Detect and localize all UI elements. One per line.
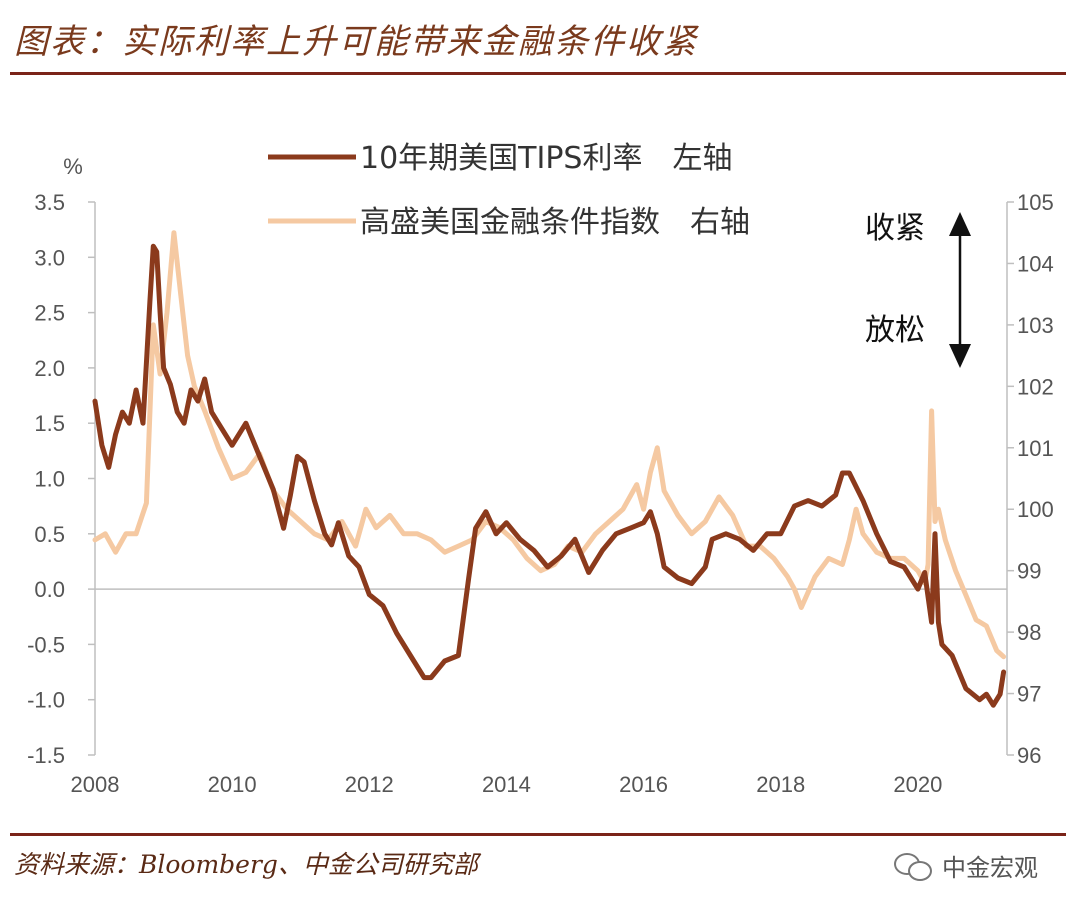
top-divider: [10, 72, 1066, 75]
x-tick-label: 2008: [71, 772, 120, 797]
left-axis-unit: %: [63, 154, 83, 179]
right-tick-label: 97: [1017, 682, 1041, 707]
right-tick-label: 103: [1017, 313, 1054, 338]
source-note: 资料来源：Bloomberg、中金公司研究部: [14, 850, 478, 879]
left-tick-label: 0.5: [34, 522, 65, 547]
right-tick-label: 102: [1017, 374, 1054, 399]
right-tick-label: 99: [1017, 559, 1041, 584]
brand: 中金宏观: [894, 848, 1038, 883]
wechat-icon: [894, 851, 934, 881]
arrow-up-icon: [949, 212, 971, 236]
right-tick-label: 104: [1017, 251, 1054, 276]
right-tick-label: 98: [1017, 620, 1041, 645]
tips-rate-line: [92, 243, 1007, 708]
arrow-down-icon: [949, 344, 971, 368]
x-tick-label: 2020: [893, 772, 942, 797]
left-tick-label: -0.5: [27, 632, 65, 657]
right-tick-label: 100: [1017, 497, 1054, 522]
left-tick-label: 2.0: [34, 356, 65, 381]
left-tick-label: 3.0: [34, 245, 65, 270]
chart: % 3.5 3.0 2.5 2.0 1.5 1.0 0.5 0.0 -0.5 -1.0 -1.5 10…: [27, 141, 1054, 797]
right-tick-label: 105: [1017, 190, 1054, 215]
page-title: 图表：实际利率上升可能带来金融条件收紧: [14, 22, 698, 62]
x-tick-label: 2010: [208, 772, 257, 797]
x-tick-label: 2012: [345, 772, 394, 797]
annotation-tighten: 收紧: [865, 211, 925, 246]
left-tick-label: 3.5: [34, 190, 65, 215]
left-tick-label: 0.0: [34, 577, 65, 602]
left-tick-label: -1.5: [27, 743, 65, 768]
x-tick-label: 2016: [619, 772, 668, 797]
brand-name: 中金宏观: [942, 854, 1038, 882]
right-tick-label: 96: [1017, 743, 1041, 768]
left-tick-label: 1.5: [34, 411, 65, 436]
right-tick-label: 101: [1017, 436, 1054, 461]
annotation-loosen: 放松: [865, 313, 925, 348]
bottom-divider: [10, 833, 1066, 836]
legend-label: 高盛美国金融条件指数 右轴: [360, 205, 750, 240]
left-tick-label: -1.0: [27, 688, 65, 713]
x-tick-label: 2014: [482, 772, 531, 797]
x-tick-label: 2018: [756, 772, 805, 797]
left-tick-label: 2.5: [34, 301, 65, 326]
left-tick-label: 1.0: [34, 467, 65, 492]
legend-label: 10年期美国TIPS利率 左轴: [360, 141, 732, 176]
